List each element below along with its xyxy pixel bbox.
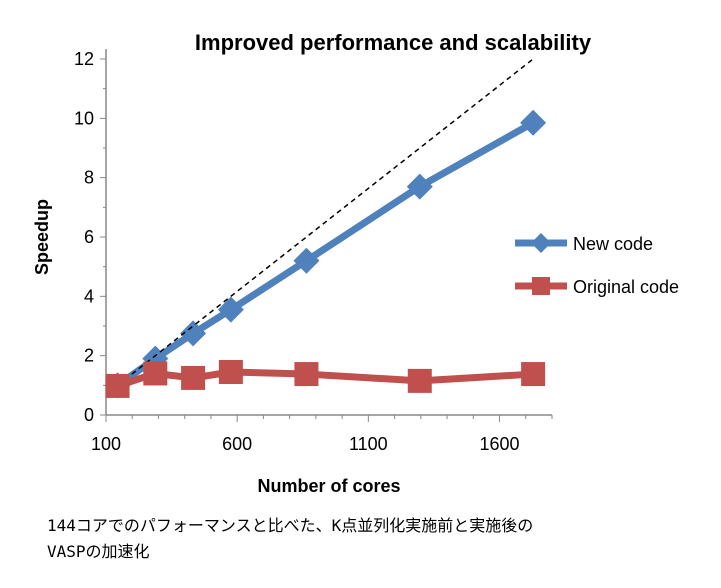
data-point-new-code (217, 296, 244, 323)
data-point-new-code (406, 173, 433, 200)
x-tick-label: 100 (91, 434, 121, 454)
data-point-original-code (294, 362, 319, 387)
data-point-new-code (293, 247, 320, 274)
legend: New code Original code (515, 233, 679, 297)
data-point-original-code (143, 361, 168, 386)
y-axis-label: Speedup (32, 199, 52, 275)
legend-original-code: Original code (573, 277, 679, 297)
legend-new-code: New code (573, 234, 653, 254)
caption: 144コアでのパフォーマンスと比べた、K点並列化実施前と実施後の VASPの加速… (47, 513, 707, 565)
series-line-original-code (116, 368, 534, 390)
y-tick-label: 0 (84, 405, 94, 425)
x-tick-label: 1100 (349, 434, 388, 454)
y-tick-label: 12 (74, 49, 94, 69)
x-axis-label: Number of cores (257, 476, 400, 496)
x-tick-label: 1600 (480, 434, 520, 454)
data-point-original-code (181, 365, 206, 390)
data-point-new-code (180, 320, 207, 347)
y-tick-label: 2 (84, 346, 94, 366)
data-point-original-code (105, 373, 130, 398)
y-tick-label: 6 (84, 227, 94, 247)
caption-line-2: VASPの加速化 (47, 542, 150, 561)
data-point-new-code (520, 109, 547, 136)
y-tick-label: 8 (84, 168, 94, 188)
y-tick-label: 4 (84, 286, 94, 306)
chart-title: Improved performance and scalability (195, 30, 592, 55)
legend-marker-new-code (531, 233, 551, 253)
ideal-speedup-line (117, 58, 534, 386)
x-tick-label: 600 (222, 434, 252, 454)
data-point-original-code (521, 362, 546, 387)
legend-marker-original-code (532, 277, 550, 295)
data-point-original-code (218, 359, 243, 384)
caption-line-1: 144コアでのパフォーマンスと比べた、K点並列化実施前と実施後の (47, 516, 534, 535)
series-line-new-code (115, 119, 535, 389)
data-point-original-code (407, 368, 432, 393)
y-tick-label: 10 (74, 108, 94, 128)
